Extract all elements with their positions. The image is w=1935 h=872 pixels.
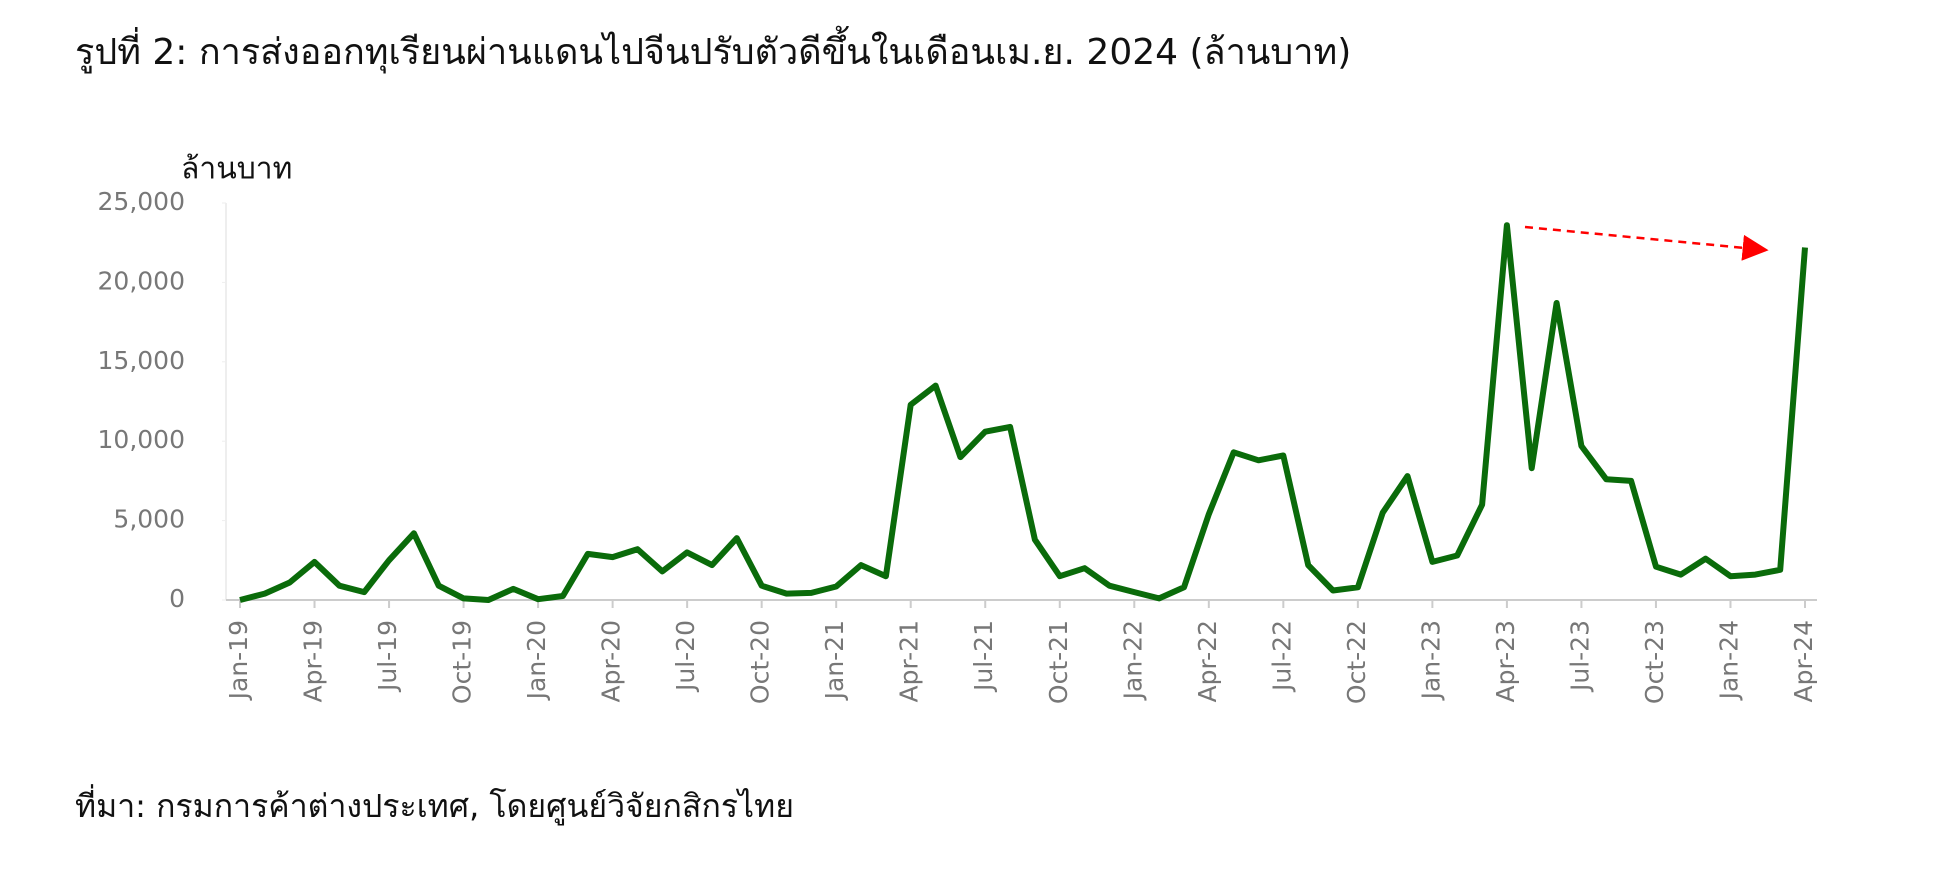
y-tick-label: 0 bbox=[169, 584, 185, 613]
x-tick-label: Oct-19 bbox=[448, 620, 477, 704]
x-tick-label: Apr-21 bbox=[895, 620, 924, 702]
x-tick-label: Jan-21 bbox=[820, 620, 849, 701]
y-tick-label: 10,000 bbox=[98, 425, 185, 454]
x-tick-label: Jan-22 bbox=[1118, 620, 1147, 701]
x-tick-label: Jan-20 bbox=[522, 620, 551, 701]
x-tick-label: Jan-19 bbox=[224, 620, 253, 701]
x-tick-label: Apr-23 bbox=[1491, 620, 1520, 702]
y-tick-label: 5,000 bbox=[113, 505, 185, 534]
source-note: ที่มา: กรมการค้าต่างประเทศ, โดยศูนย์วิจั… bbox=[75, 784, 794, 826]
x-tick-label: Jul-22 bbox=[1267, 620, 1296, 693]
x-tick-label: Apr-22 bbox=[1193, 620, 1222, 702]
y-tick-label: 20,000 bbox=[98, 266, 185, 295]
x-tick-label: Jul-19 bbox=[373, 620, 402, 693]
x-tick-label: Apr-19 bbox=[299, 620, 328, 702]
x-tick-label: Oct-23 bbox=[1640, 620, 1669, 704]
x-tick-label: Jul-20 bbox=[671, 620, 700, 693]
trend-arrow bbox=[1524, 225, 1769, 261]
x-tick-label: Oct-20 bbox=[746, 620, 775, 704]
x-tick-label: Apr-24 bbox=[1789, 620, 1818, 702]
x-tick-label: Oct-21 bbox=[1044, 620, 1073, 704]
x-tick-label: Jan-23 bbox=[1416, 620, 1445, 701]
y-tick-label: 15,000 bbox=[98, 346, 185, 375]
x-tick-label: Jul-23 bbox=[1565, 620, 1594, 693]
y-tick-label: 25,000 bbox=[98, 187, 185, 216]
x-tick-label: Jul-21 bbox=[969, 620, 998, 693]
y-axis-title: ล้านบาท bbox=[181, 152, 292, 187]
x-tick-label: Oct-22 bbox=[1342, 620, 1371, 704]
x-tick-label: Apr-20 bbox=[597, 620, 626, 702]
chart-title: รูปที่ 2: การส่งออกทุเรียนผ่านแดนไปจีนปร… bbox=[75, 25, 1351, 74]
data-line bbox=[239, 222, 1808, 603]
x-tick-label: Jan-24 bbox=[1714, 620, 1743, 701]
